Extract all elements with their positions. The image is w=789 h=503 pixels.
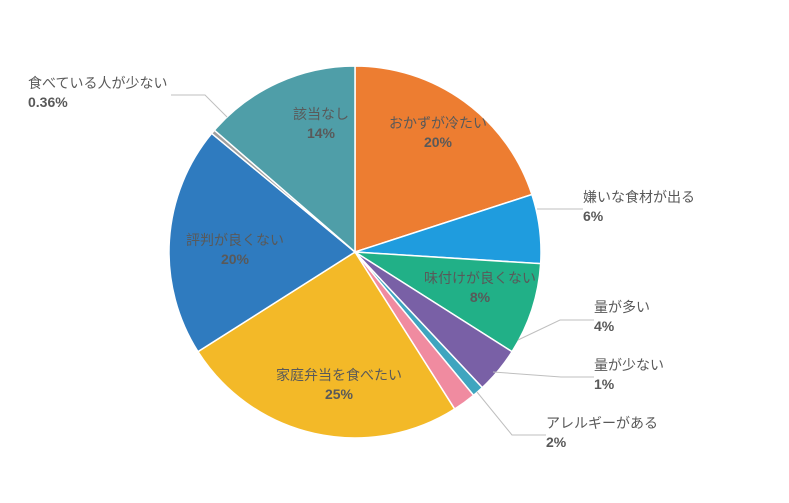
slice-label: 量が多い [594, 298, 650, 317]
slice-label: 味付けが良くない [424, 270, 536, 286]
slice-label-external: 量が少ない1% [594, 356, 664, 394]
slice-label-external: 量が多い4% [594, 298, 650, 336]
slice-label: 嫌いな食材が出る [583, 188, 695, 207]
slice-percent: 0.36% [28, 93, 167, 112]
slice-label: 家庭弁当を食べたい [276, 367, 402, 383]
slice-percent: 25% [325, 386, 354, 402]
slice-label-external: 嫌いな食材が出る6% [583, 188, 695, 226]
slice-percent: 1% [594, 375, 664, 394]
slice-label-external: アレルギーがある2% [546, 414, 658, 452]
slice-label: 量が少ない [594, 356, 664, 375]
slice-percent: 14% [307, 125, 336, 141]
slice-label: 食べている人が少ない [28, 74, 167, 93]
slice-label-external: 食べている人が少ない0.36% [28, 74, 167, 112]
leader-line [171, 95, 227, 117]
slice-label: 該当なし [293, 106, 349, 122]
leader-line [477, 392, 546, 435]
leader-line [493, 372, 594, 377]
pie-chart-container: おかずが冷たい 20% 味付けが良くない 8% 家庭弁当を食べたい 25% 評判が良くない 2… [0, 0, 789, 503]
slice-percent: 2% [546, 433, 658, 452]
slice-percent: 20% [424, 134, 453, 150]
slice-percent: 4% [594, 317, 650, 336]
slice-label: 評判が良くない [186, 232, 284, 248]
slice-label: おかずが冷たい [389, 115, 487, 131]
slice-percent: 20% [221, 251, 250, 267]
slice-percent: 6% [583, 207, 695, 226]
slice-label: アレルギーがある [546, 414, 658, 433]
slice-percent: 8% [470, 289, 491, 305]
leader-line [518, 320, 594, 340]
